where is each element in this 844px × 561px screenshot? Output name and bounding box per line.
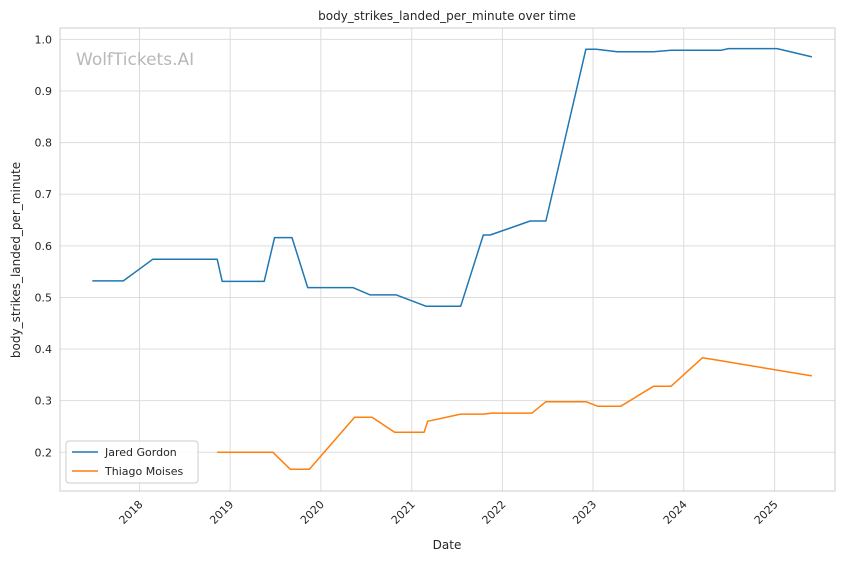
watermark: WolfTickets.AI bbox=[76, 50, 194, 70]
y-tick-label: 0.7 bbox=[35, 188, 53, 201]
chart-title: body_strikes_landed_per_minute over time bbox=[318, 9, 576, 23]
series-line-thiago-moises bbox=[217, 357, 813, 471]
x-axis-label: Date bbox=[433, 538, 462, 552]
series-lines bbox=[92, 47, 813, 471]
legend-label-jared-gordon: Jared Gordon bbox=[104, 446, 177, 459]
legend-label-thiago-moises: Thiago Moises bbox=[104, 465, 183, 478]
x-tick-label: 2024 bbox=[661, 498, 690, 527]
y-tick-label: 0.5 bbox=[35, 291, 53, 304]
legend: Jared Gordon Thiago Moises bbox=[65, 440, 199, 484]
y-tick-label: 0.3 bbox=[35, 395, 53, 408]
y-axis-label: body_strikes_landed_per_minute bbox=[9, 162, 23, 358]
legend-box bbox=[65, 440, 199, 484]
y-tick-label: 1.0 bbox=[35, 33, 53, 46]
y-tick-label: 0.9 bbox=[35, 85, 53, 98]
plot-area-frame bbox=[59, 27, 836, 492]
x-tick-label: 2019 bbox=[207, 498, 236, 527]
x-tick-label: 2018 bbox=[117, 498, 146, 527]
y-tick-label: 0.6 bbox=[35, 240, 53, 253]
y-axis-ticks: 0.2 0.3 0.4 0.5 0.6 0.7 0.8 0.9 1.0 bbox=[35, 33, 53, 459]
y-tick-label: 0.8 bbox=[35, 137, 53, 150]
series-line-jared-gordon bbox=[92, 47, 813, 307]
x-axis-ticks: 2018 2019 2020 2021 2022 2023 2024 2025 bbox=[117, 498, 781, 527]
x-tick-label: 2021 bbox=[389, 498, 418, 527]
y-tick-label: 0.2 bbox=[35, 446, 53, 459]
x-tick-label: 2022 bbox=[480, 498, 509, 527]
x-tick-label: 2020 bbox=[298, 498, 327, 527]
x-tick-label: 2023 bbox=[570, 498, 599, 527]
y-tick-label: 0.4 bbox=[35, 343, 53, 356]
x-tick-label: 2025 bbox=[752, 498, 781, 527]
